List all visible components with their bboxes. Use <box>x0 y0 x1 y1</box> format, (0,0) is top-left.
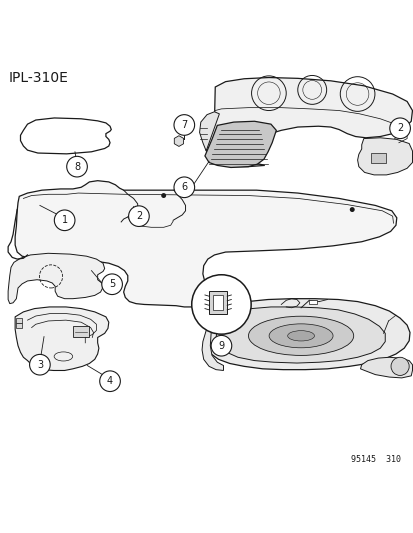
Ellipse shape <box>287 330 314 341</box>
FancyBboxPatch shape <box>213 295 223 310</box>
Circle shape <box>349 207 354 212</box>
FancyBboxPatch shape <box>209 291 227 314</box>
Polygon shape <box>216 307 385 363</box>
Circle shape <box>128 206 149 227</box>
Text: 4: 4 <box>107 376 113 386</box>
Circle shape <box>173 177 194 198</box>
Text: 3: 3 <box>37 360 43 370</box>
Circle shape <box>191 274 251 334</box>
Text: 2: 2 <box>396 123 402 133</box>
Polygon shape <box>174 136 183 147</box>
FancyBboxPatch shape <box>73 326 88 337</box>
Text: 95145  310: 95145 310 <box>350 455 400 464</box>
Text: 5: 5 <box>109 279 115 289</box>
FancyBboxPatch shape <box>370 154 385 163</box>
Polygon shape <box>206 77 411 167</box>
Text: 6: 6 <box>181 182 187 192</box>
Text: IPL-310E: IPL-310E <box>9 70 69 85</box>
Polygon shape <box>8 253 104 304</box>
Polygon shape <box>206 298 409 370</box>
Circle shape <box>29 354 50 375</box>
Text: 9: 9 <box>218 341 224 351</box>
Circle shape <box>211 335 231 356</box>
Circle shape <box>173 115 194 135</box>
Circle shape <box>54 210 75 231</box>
FancyBboxPatch shape <box>309 300 316 304</box>
Text: 1: 1 <box>62 215 68 225</box>
Polygon shape <box>360 357 411 378</box>
Polygon shape <box>202 321 223 370</box>
Polygon shape <box>15 307 109 370</box>
Circle shape <box>102 274 122 295</box>
Circle shape <box>161 193 166 198</box>
Circle shape <box>390 357 408 375</box>
Polygon shape <box>199 112 219 151</box>
Ellipse shape <box>248 316 353 356</box>
Polygon shape <box>357 138 411 175</box>
FancyBboxPatch shape <box>17 319 22 324</box>
Polygon shape <box>204 122 275 167</box>
Circle shape <box>100 371 120 392</box>
FancyBboxPatch shape <box>17 322 22 328</box>
Circle shape <box>389 118 409 139</box>
Text: 8: 8 <box>74 161 80 172</box>
Ellipse shape <box>268 324 332 348</box>
Circle shape <box>66 156 87 177</box>
Text: 7: 7 <box>181 120 187 130</box>
Text: 2: 2 <box>135 211 142 221</box>
Polygon shape <box>15 181 396 307</box>
